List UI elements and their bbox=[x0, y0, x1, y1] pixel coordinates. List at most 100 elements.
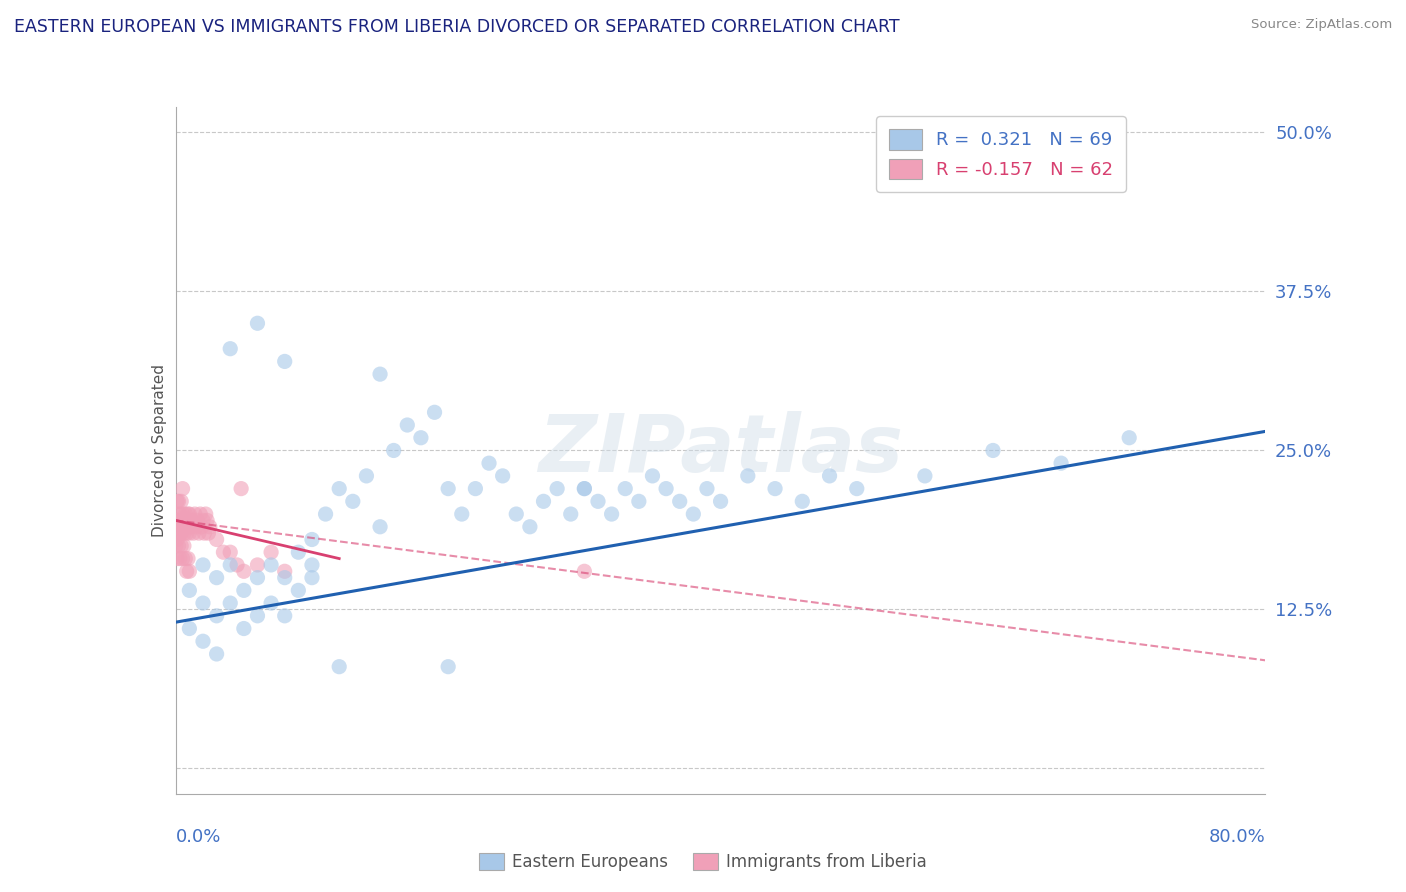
Point bbox=[219, 596, 242, 610]
Point bbox=[165, 513, 187, 527]
Point bbox=[246, 571, 269, 585]
Point bbox=[166, 507, 188, 521]
Point bbox=[183, 526, 205, 541]
Point bbox=[177, 507, 200, 521]
Point bbox=[696, 482, 718, 496]
Point bbox=[179, 583, 201, 598]
Point bbox=[195, 513, 218, 527]
Point bbox=[586, 494, 609, 508]
Point bbox=[186, 513, 209, 527]
Point bbox=[169, 507, 191, 521]
Point bbox=[170, 494, 193, 508]
Point bbox=[179, 564, 201, 578]
Point bbox=[179, 507, 201, 521]
Point bbox=[655, 482, 678, 496]
Point bbox=[437, 659, 460, 673]
Point bbox=[315, 507, 337, 521]
Legend: R =  0.321   N = 69, R = -0.157   N = 62: R = 0.321 N = 69, R = -0.157 N = 62 bbox=[876, 116, 1126, 192]
Point bbox=[219, 342, 242, 356]
Point bbox=[174, 551, 197, 566]
Point bbox=[169, 520, 191, 534]
Point bbox=[205, 533, 228, 547]
Point bbox=[382, 443, 405, 458]
Point bbox=[914, 469, 936, 483]
Point bbox=[167, 513, 190, 527]
Point bbox=[219, 558, 242, 572]
Point bbox=[165, 539, 187, 553]
Point bbox=[301, 571, 323, 585]
Point bbox=[170, 513, 193, 527]
Point bbox=[710, 494, 733, 508]
Point bbox=[519, 520, 541, 534]
Point bbox=[246, 558, 269, 572]
Point bbox=[574, 482, 596, 496]
Point bbox=[546, 482, 568, 496]
Point bbox=[274, 354, 297, 368]
Point bbox=[176, 513, 198, 527]
Text: 80.0%: 80.0% bbox=[1209, 828, 1265, 847]
Point bbox=[328, 659, 350, 673]
Text: Source: ZipAtlas.com: Source: ZipAtlas.com bbox=[1251, 18, 1392, 31]
Point bbox=[763, 482, 786, 496]
Point bbox=[368, 367, 391, 381]
Text: ZIPatlas: ZIPatlas bbox=[538, 411, 903, 490]
Point bbox=[186, 520, 208, 534]
Point bbox=[437, 482, 460, 496]
Point bbox=[181, 513, 204, 527]
Point bbox=[1050, 456, 1073, 470]
Point bbox=[505, 507, 527, 521]
Point bbox=[169, 551, 191, 566]
Point bbox=[174, 520, 197, 534]
Point bbox=[246, 316, 269, 330]
Point bbox=[170, 539, 193, 553]
Point bbox=[191, 634, 214, 648]
Point bbox=[173, 539, 195, 553]
Point bbox=[981, 443, 1004, 458]
Point bbox=[169, 526, 191, 541]
Point bbox=[166, 551, 188, 566]
Point bbox=[166, 533, 188, 547]
Point bbox=[464, 482, 486, 496]
Point bbox=[176, 526, 198, 541]
Point bbox=[423, 405, 446, 419]
Point bbox=[246, 608, 269, 623]
Point bbox=[191, 596, 214, 610]
Point bbox=[180, 520, 202, 534]
Point bbox=[478, 456, 501, 470]
Y-axis label: Divorced or Separated: Divorced or Separated bbox=[152, 364, 167, 537]
Point bbox=[1118, 431, 1140, 445]
Point bbox=[197, 526, 219, 541]
Point bbox=[172, 551, 194, 566]
Point bbox=[194, 507, 217, 521]
Point bbox=[368, 520, 391, 534]
Point bbox=[232, 622, 254, 636]
Point bbox=[574, 564, 596, 578]
Point bbox=[172, 520, 194, 534]
Point bbox=[232, 564, 254, 578]
Point bbox=[614, 482, 637, 496]
Point bbox=[396, 417, 419, 432]
Point bbox=[682, 507, 704, 521]
Point bbox=[641, 469, 664, 483]
Point bbox=[260, 545, 283, 559]
Point bbox=[187, 526, 209, 541]
Point bbox=[179, 526, 201, 541]
Point bbox=[179, 622, 201, 636]
Point bbox=[792, 494, 814, 508]
Point bbox=[574, 482, 596, 496]
Point bbox=[260, 558, 283, 572]
Point bbox=[188, 507, 211, 521]
Point bbox=[212, 545, 235, 559]
Point bbox=[205, 571, 228, 585]
Point bbox=[274, 564, 297, 578]
Point bbox=[172, 482, 194, 496]
Point bbox=[668, 494, 690, 508]
Point bbox=[356, 469, 378, 483]
Point bbox=[533, 494, 555, 508]
Point bbox=[172, 507, 194, 521]
Point bbox=[177, 551, 200, 566]
Point bbox=[342, 494, 364, 508]
Point bbox=[198, 520, 221, 534]
Point bbox=[301, 558, 323, 572]
Point bbox=[205, 647, 228, 661]
